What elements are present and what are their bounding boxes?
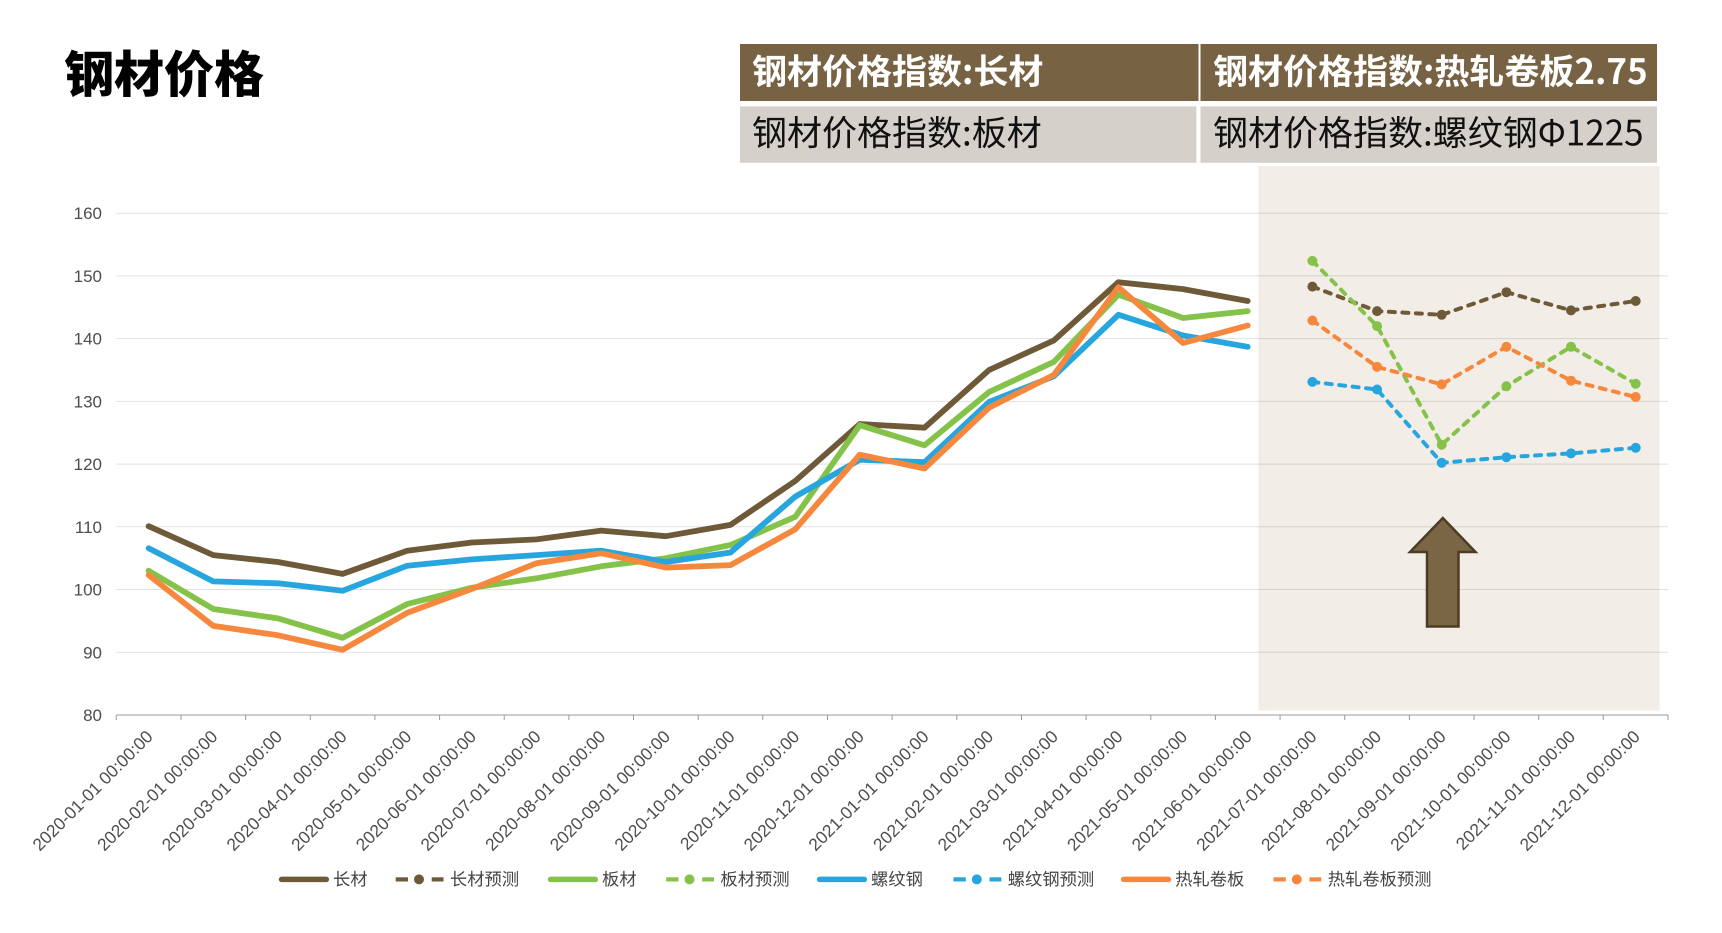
svg-text:140: 140 bbox=[74, 330, 102, 349]
svg-text:90: 90 bbox=[83, 643, 102, 662]
svg-text:80: 80 bbox=[83, 706, 102, 725]
svg-text:160: 160 bbox=[74, 204, 102, 223]
svg-text:100: 100 bbox=[74, 581, 102, 600]
svg-text:150: 150 bbox=[74, 267, 102, 286]
svg-text:120: 120 bbox=[74, 455, 102, 474]
svg-text:110: 110 bbox=[75, 518, 102, 537]
svg-text:130: 130 bbox=[74, 392, 102, 411]
